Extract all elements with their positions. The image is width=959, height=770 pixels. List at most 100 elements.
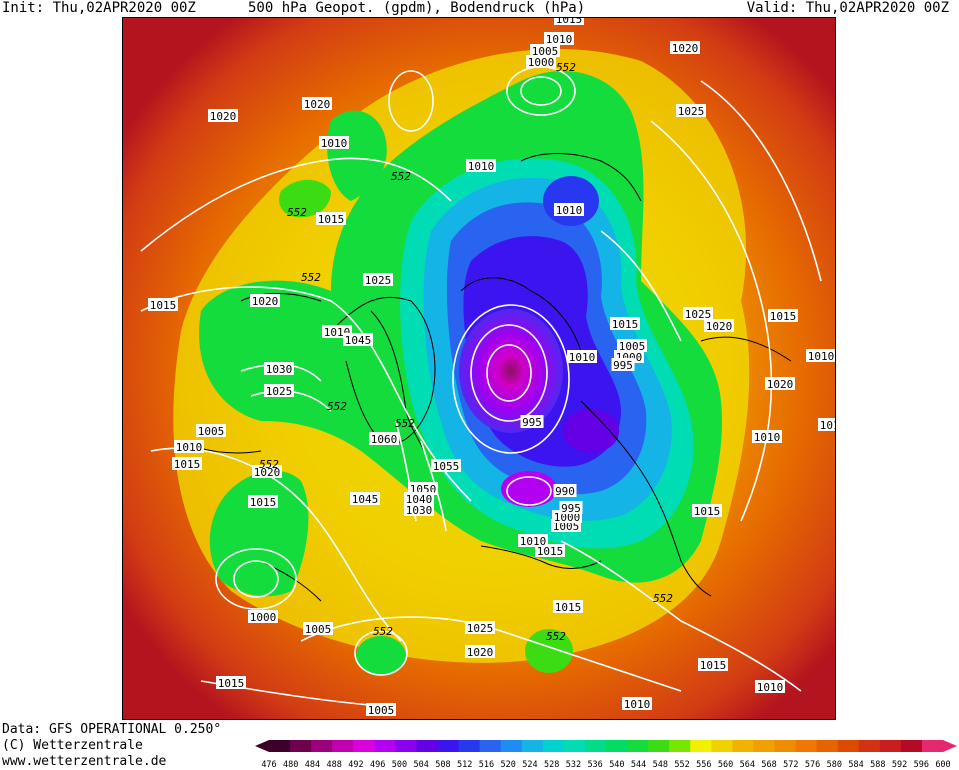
weather-map: 1020 1020 1010 1015 1025 1015 1020 1010 1045 1030… bbox=[122, 17, 836, 720]
legend-arrow-low bbox=[255, 740, 269, 752]
legend-swatch bbox=[458, 740, 481, 752]
isobar-label: 995 bbox=[559, 501, 583, 515]
svg-text:1025: 1025 bbox=[266, 385, 293, 398]
isobar-label: 1025 bbox=[264, 384, 294, 398]
isobar-label: 1030 bbox=[264, 362, 294, 376]
map-title: 500 hPa Geopot. (gpdm), Bodendruck (hPa) bbox=[248, 0, 586, 16]
legend-tick-label: 572 bbox=[783, 760, 798, 770]
isobar-label: 1010 bbox=[466, 159, 496, 173]
legend-tick-label: 564 bbox=[740, 760, 755, 770]
legend-tick-label: 484 bbox=[305, 760, 320, 770]
website-link[interactable]: www.wetterzentrale.de bbox=[2, 754, 167, 769]
isobar-label: 1005 bbox=[617, 339, 647, 353]
svg-text:1010: 1010 bbox=[468, 160, 495, 173]
legend-swatch bbox=[753, 740, 775, 752]
legend-swatch bbox=[542, 740, 565, 752]
contour-label: 552 bbox=[556, 61, 576, 74]
legend-swatch bbox=[437, 740, 460, 752]
isobars bbox=[140, 66, 822, 707]
svg-text:1015: 1015 bbox=[537, 545, 564, 558]
isobar-label: 1010 bbox=[174, 440, 204, 454]
init-time: Init: Thu,02APR2020 00Z bbox=[2, 0, 196, 16]
isobar-label: 1010 bbox=[544, 32, 574, 46]
legend-swatch bbox=[332, 740, 354, 752]
legend-swatch bbox=[921, 740, 944, 752]
svg-text:1005: 1005 bbox=[368, 704, 395, 717]
legend-tick-label: 560 bbox=[718, 760, 733, 770]
isobar-label: 990 bbox=[553, 484, 577, 498]
legend-swatch bbox=[311, 740, 333, 752]
svg-text:1015: 1015 bbox=[174, 458, 201, 471]
isobar-label: 1045 bbox=[350, 492, 380, 506]
legend-swatch bbox=[563, 740, 586, 752]
svg-text:1055: 1055 bbox=[433, 460, 460, 473]
legend-tick-label: 504 bbox=[414, 760, 429, 770]
isobar-label: 1020 bbox=[465, 645, 495, 659]
legend-swatch bbox=[353, 740, 375, 752]
contour-label: 552 bbox=[373, 625, 393, 638]
legend-tick-label: 524 bbox=[522, 760, 537, 770]
svg-text:1010: 1010 bbox=[556, 204, 583, 217]
legend-swatch bbox=[627, 740, 649, 752]
svg-text:1010: 1010 bbox=[520, 535, 547, 548]
isobar-label: 1000 bbox=[248, 610, 278, 624]
isobar-label: 1015 bbox=[698, 658, 728, 672]
svg-text:1010: 1010 bbox=[808, 350, 835, 363]
legend-swatch bbox=[669, 740, 691, 752]
isobar-label: 1015 bbox=[148, 298, 178, 312]
legend-tick-label: 476 bbox=[261, 760, 276, 770]
isobar-label: 1015 bbox=[818, 418, 835, 432]
svg-text:1010: 1010 bbox=[624, 698, 651, 711]
svg-text:1010: 1010 bbox=[757, 681, 784, 694]
legend-swatch bbox=[732, 740, 754, 752]
legend-swatch bbox=[648, 740, 670, 752]
svg-text:1015: 1015 bbox=[694, 505, 721, 518]
isobar-label: 1010 bbox=[518, 534, 548, 548]
legend-tick-label: 532 bbox=[566, 760, 581, 770]
contour-label: 552 bbox=[327, 400, 347, 413]
legend-tick-label: 528 bbox=[544, 760, 559, 770]
isobar-label: 1005 bbox=[196, 424, 226, 438]
legend-arrow-high bbox=[943, 740, 957, 752]
svg-text:1025: 1025 bbox=[365, 274, 392, 287]
svg-text:1015: 1015 bbox=[150, 299, 177, 312]
svg-text:1015: 1015 bbox=[218, 677, 245, 690]
isobar-label: 1055 bbox=[431, 459, 461, 473]
svg-text:1005: 1005 bbox=[619, 340, 646, 353]
svg-text:1010: 1010 bbox=[176, 441, 203, 454]
legend-swatch bbox=[816, 740, 839, 752]
copyright: (C) Wetterzentrale bbox=[2, 738, 143, 753]
isobar-label: 1010 bbox=[752, 430, 782, 444]
isobar-label: 1020 bbox=[250, 294, 280, 308]
svg-text:1020: 1020 bbox=[672, 42, 699, 55]
legend-tick-label: 592 bbox=[892, 760, 907, 770]
contour-label: 552 bbox=[391, 170, 411, 183]
svg-text:995: 995 bbox=[522, 416, 542, 429]
svg-text:1040: 1040 bbox=[406, 493, 433, 506]
svg-text:1015: 1015 bbox=[770, 310, 797, 323]
contour-label: 552 bbox=[287, 206, 307, 219]
legend-tick-label: 580 bbox=[827, 760, 842, 770]
svg-text:1025: 1025 bbox=[467, 622, 494, 635]
legend-swatch bbox=[879, 740, 902, 752]
svg-text:1025: 1025 bbox=[678, 105, 705, 118]
isobar-label: 1015 bbox=[248, 495, 278, 509]
svg-text:1005: 1005 bbox=[553, 520, 580, 533]
svg-text:1010: 1010 bbox=[321, 137, 348, 150]
contour-label: 552 bbox=[546, 630, 566, 643]
isobar-label: 1010 bbox=[554, 203, 584, 217]
isobar-label: 995 bbox=[520, 415, 544, 429]
color-legend: 476 480 484 488 492 496 500 504 508 512 516 520 524 5… bbox=[255, 740, 957, 770]
legend-swatch bbox=[500, 740, 523, 752]
legend-tick-label: 508 bbox=[435, 760, 450, 770]
legend-swatch bbox=[290, 740, 312, 752]
isobar-label: 1015 bbox=[692, 504, 722, 518]
isobar-label: 1015 bbox=[554, 18, 584, 26]
isobar-label: 1020 bbox=[208, 109, 238, 123]
svg-text:1020: 1020 bbox=[467, 646, 494, 659]
contour-label: 552 bbox=[301, 271, 321, 284]
isobar-label: 1025 bbox=[676, 104, 706, 118]
height-field bbox=[123, 18, 835, 719]
svg-text:1030: 1030 bbox=[266, 363, 293, 376]
isobar-label: 1015 bbox=[535, 544, 565, 558]
